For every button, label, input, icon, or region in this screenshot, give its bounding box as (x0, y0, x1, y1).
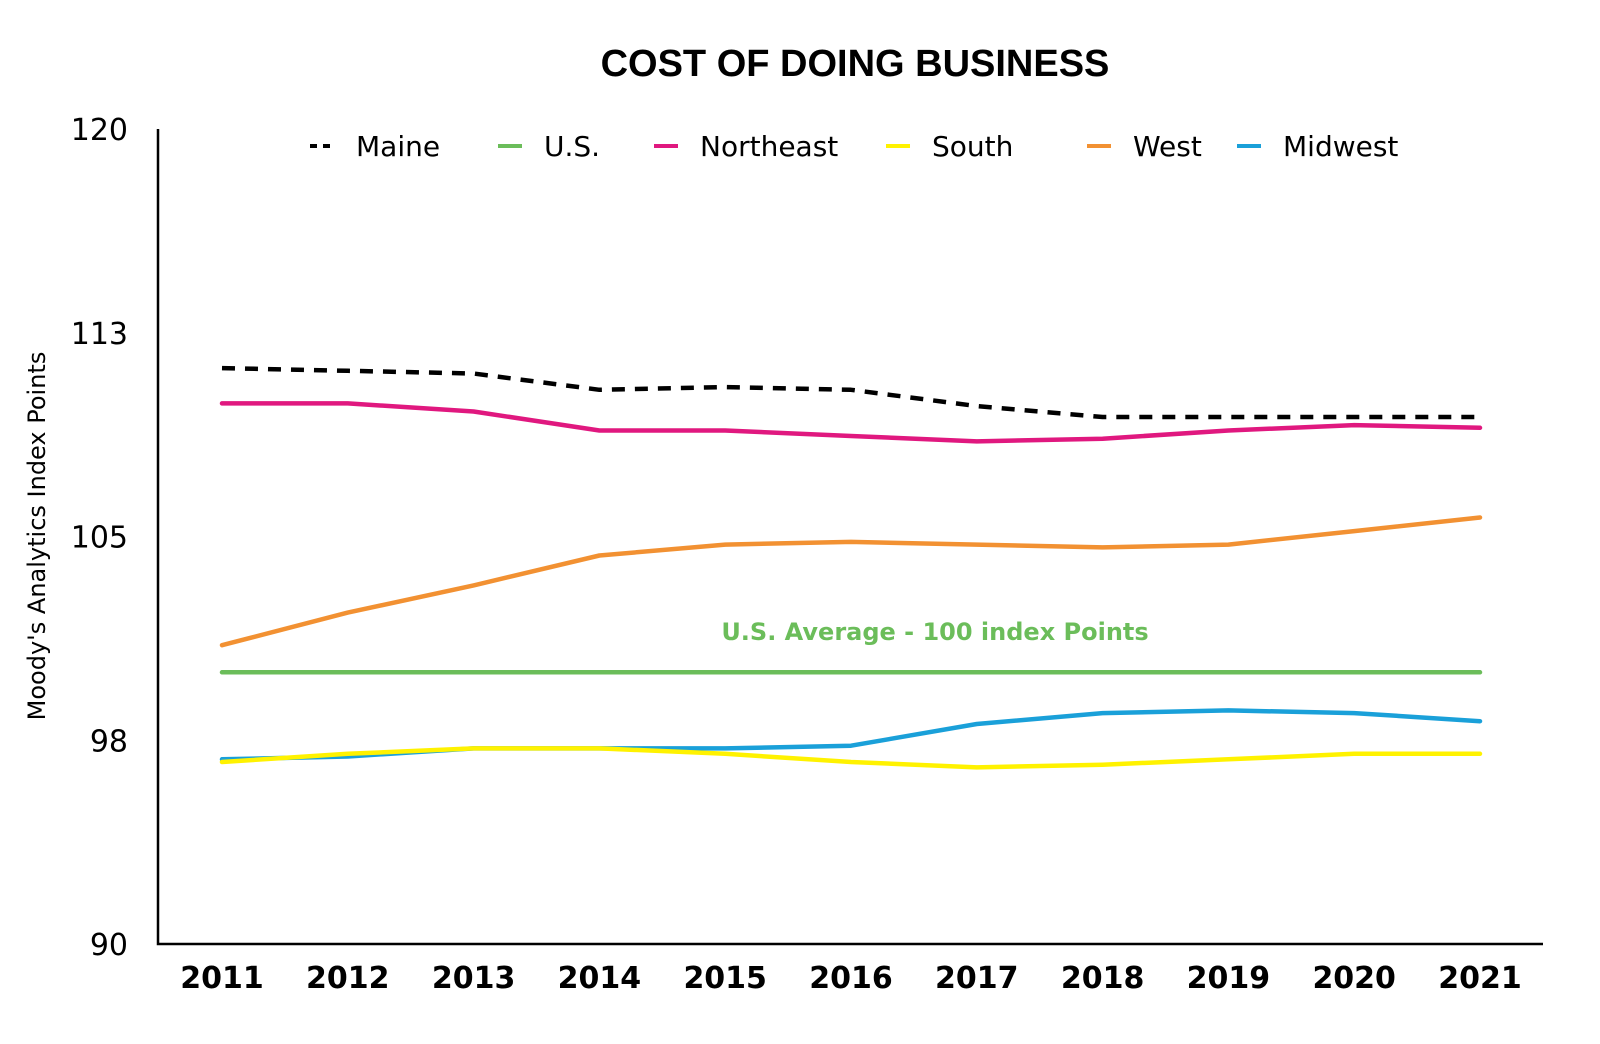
legend-label-south: South (932, 130, 1013, 163)
y-axis-title: Moody's Analytics Index Points (23, 352, 51, 721)
x-tick-label: 2016 (809, 961, 893, 996)
x-tick-label: 2020 (1312, 961, 1396, 996)
legend-label-midwest: Midwest (1283, 130, 1398, 163)
chart-title: COST OF DOING BUSINESS (601, 43, 1110, 85)
series-line-south (219, 746, 1483, 770)
y-tick-label: 90 (90, 928, 128, 963)
y-tick-label: 113 (71, 317, 128, 352)
axes (156, 129, 1543, 946)
legend: Maine U.S. Northeast South West Midwest (310, 130, 1398, 163)
legend-label-west: West (1133, 130, 1202, 163)
x-tick-label: 2018 (1061, 961, 1145, 996)
x-axis-ticks: 2011 2012 2013 2014 2015 2016 2017 2018 2019 2020… (180, 961, 1522, 996)
x-tick-label: 2021 (1438, 961, 1522, 996)
x-tick-label: 2013 (432, 961, 516, 996)
legend-label-maine: Maine (356, 130, 440, 163)
y-axis-ticks: 120 113 105 98 90 (71, 113, 128, 963)
legend-label-northeast: Northeast (700, 130, 838, 163)
x-tick-label: 2017 (935, 961, 1019, 996)
y-tick-label: 98 (90, 724, 128, 759)
x-tick-label: 2011 (180, 961, 264, 996)
y-tick-label: 120 (71, 113, 128, 148)
x-tick-label: 2015 (683, 961, 767, 996)
y-tick-label: 105 (71, 521, 128, 556)
legend-label-us: U.S. (544, 130, 600, 163)
x-tick-label: 2014 (558, 961, 642, 996)
series-layer (219, 365, 1483, 770)
x-tick-label: 2019 (1187, 961, 1271, 996)
series-line-northeast (219, 401, 1483, 444)
series-line-west (219, 515, 1483, 648)
us-average-annotation: U.S. Average - 100 index Points (721, 618, 1148, 646)
x-tick-label: 2012 (306, 961, 390, 996)
series-line-maine (221, 365, 1480, 420)
